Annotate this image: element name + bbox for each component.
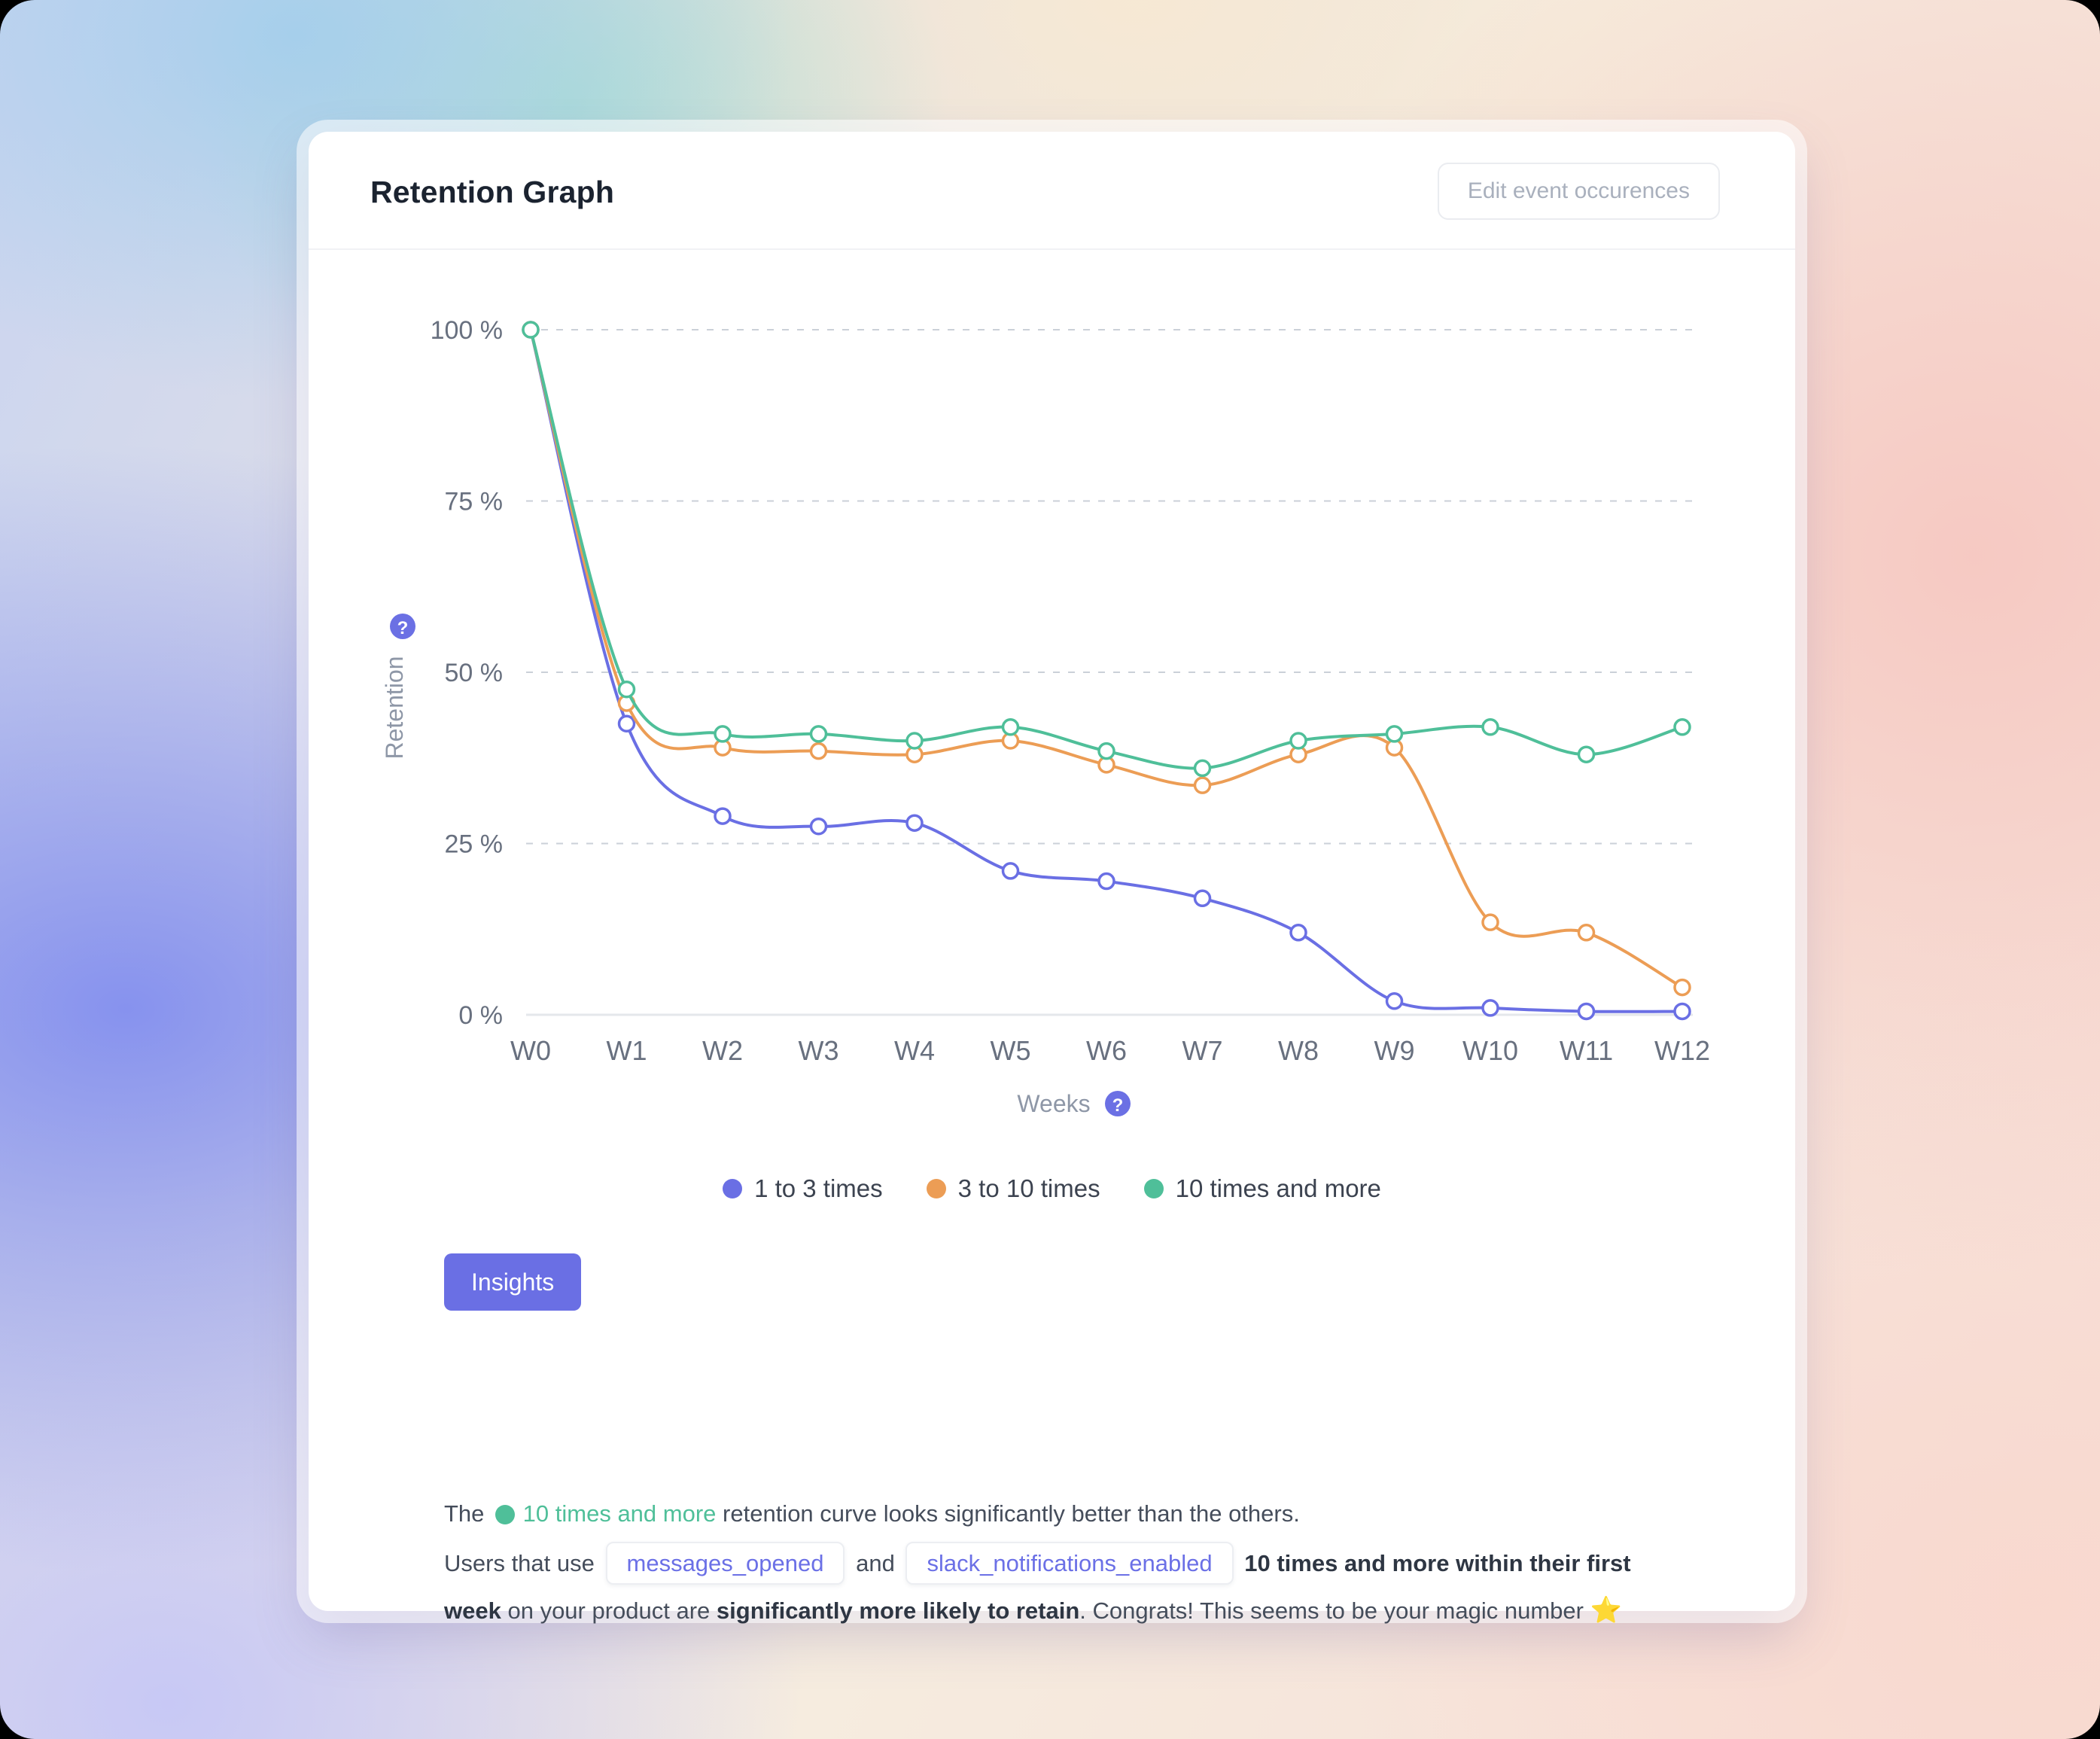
legend-item-3-to-10-times[interactable]: 3 to 10 times (926, 1174, 1100, 1203)
series-line-1 (529, 329, 1683, 1013)
y-tick-label: 50 % (445, 659, 504, 687)
data-point[interactable] (1097, 742, 1115, 760)
y-tick-label: 100 % (431, 316, 503, 345)
legend-dot (1143, 1179, 1164, 1198)
legend-dot (926, 1179, 946, 1198)
x-tick-label: W1 (607, 1035, 647, 1066)
insight-text-segment: . Congrats! This seems to be your magic … (1079, 1597, 1584, 1624)
help-badge-circle (1105, 1091, 1131, 1116)
data-point[interactable] (1673, 978, 1691, 997)
question-mark-glyph: ? (1112, 1095, 1124, 1116)
insight-paragraph: The 10 times and more retention curve lo… (444, 1491, 1663, 1634)
data-point[interactable] (1481, 999, 1499, 1017)
series-reference-label: 10 times and more (522, 1500, 717, 1527)
data-point[interactable] (809, 818, 828, 836)
retention-line-chart: 100 %75 %50 %25 %0 % W0 W1 W2 W3 W4 W5 W6 W7 W8 W… (381, 316, 1710, 1117)
insight-bold-segment: 10 times and more within their first wee… (444, 1550, 1631, 1624)
event-chip-messages-opened[interactable]: messages_opened (605, 1542, 845, 1585)
insight-text-segment: The (444, 1500, 485, 1527)
legend: 1 to 3 times 3 to 10 times 10 times and mo… (309, 1174, 1795, 1203)
series-line-3 (529, 329, 1683, 770)
data-point[interactable] (617, 681, 636, 699)
data-point[interactable] (714, 807, 732, 825)
data-point[interactable] (1193, 776, 1212, 794)
data-point[interactable] (1001, 862, 1020, 880)
data-point[interactable] (1193, 889, 1212, 908)
star-emoji: ⭐ (1590, 1596, 1622, 1625)
data-point[interactable] (1577, 924, 1596, 942)
data-point[interactable] (1001, 718, 1020, 736)
data-point[interactable] (905, 814, 924, 832)
data-point[interactable] (1673, 1002, 1691, 1021)
legend-label: 10 times and more (1175, 1174, 1381, 1202)
retention-card: Retention Graph Edit event occurences 10… (309, 132, 1795, 1625)
x-tick-label: W6 (1086, 1035, 1127, 1066)
insight-line-1: The 10 times and more retention curve lo… (444, 1491, 1663, 1537)
insights-button[interactable]: Insights (444, 1253, 582, 1311)
data-point[interactable] (714, 725, 732, 743)
insight-text-segment: on your product are (507, 1597, 711, 1624)
x-tick-label: W11 (1560, 1035, 1613, 1066)
x-tick-label: W10 (1462, 1035, 1518, 1066)
green-series-dot (495, 1505, 516, 1524)
series-lines (522, 321, 1691, 1021)
data-point[interactable] (1193, 759, 1212, 778)
data-point[interactable] (617, 714, 636, 732)
data-point[interactable] (1289, 732, 1307, 750)
y-axis-help-icon[interactable]: ? (390, 614, 415, 639)
help-badge-circle (390, 614, 415, 639)
y-tick-label: 25 % (445, 830, 504, 859)
legend-dot (723, 1179, 743, 1198)
data-point[interactable] (1097, 872, 1115, 891)
insight-line-2: Users that use messages_opened and slack… (444, 1540, 1663, 1634)
x-tick-label: W12 (1654, 1035, 1710, 1066)
x-tick-label: W4 (894, 1035, 935, 1066)
x-tick-label: W5 (991, 1035, 1031, 1066)
data-point[interactable] (1385, 992, 1404, 1010)
data-point[interactable] (1289, 924, 1307, 942)
data-point[interactable] (522, 321, 540, 339)
legend-item-10-times-and-more[interactable]: 10 times and more (1143, 1174, 1381, 1203)
data-point[interactable] (905, 732, 924, 750)
legend-label: 1 to 3 times (754, 1174, 883, 1202)
data-point[interactable] (1577, 745, 1596, 763)
legend-item-1-to-3-times[interactable]: 1 to 3 times (723, 1174, 883, 1203)
page-title: Retention Graph (370, 175, 615, 209)
data-point[interactable] (1481, 913, 1499, 931)
data-point[interactable] (1577, 1002, 1596, 1021)
edit-event-occurences-button[interactable]: Edit event occurences (1437, 163, 1720, 220)
insight-text-segment: and (856, 1550, 895, 1576)
x-tick-label: W8 (1278, 1035, 1319, 1066)
insight-bold-segment: significantly more likely to retain (716, 1597, 1080, 1624)
x-axis-help-icon[interactable]: ? (1105, 1091, 1131, 1116)
data-point[interactable] (1385, 725, 1404, 743)
x-tick-label: W9 (1374, 1035, 1415, 1066)
x-tick-label: W0 (510, 1035, 551, 1066)
data-point[interactable] (809, 742, 828, 760)
data-point[interactable] (809, 725, 828, 743)
card-header: Retention Graph Edit event occurences (309, 132, 1795, 250)
x-axis-title: Weeks (1017, 1090, 1090, 1117)
data-point[interactable] (1481, 718, 1499, 736)
data-point[interactable] (1673, 718, 1691, 736)
y-tick-label: 0 % (458, 1001, 503, 1030)
x-tick-label: W3 (799, 1035, 839, 1066)
x-tick-label: W7 (1182, 1035, 1223, 1066)
gridlines (526, 329, 1693, 1016)
y-tick-label: 75 % (445, 488, 504, 516)
event-chip-slack-notifications-enabled[interactable]: slack_notifications_enabled (905, 1542, 1234, 1585)
insight-text-segment: Users that use (444, 1550, 595, 1576)
y-axis-title: Retention (381, 656, 408, 760)
insight-text-segment: retention curve looks significantly bett… (723, 1500, 1300, 1527)
legend-label: 3 to 10 times (957, 1174, 1100, 1202)
question-mark-glyph: ? (397, 618, 409, 638)
x-axis-ticks: W0 W1 W2 W3 W4 W5 W6 W7 W8 W9 W10 W11 W12 (510, 1035, 1710, 1066)
y-axis-ticks: 100 % 75 % 50 % 25 % 0 % (431, 316, 503, 1030)
x-tick-label: W2 (702, 1035, 743, 1066)
